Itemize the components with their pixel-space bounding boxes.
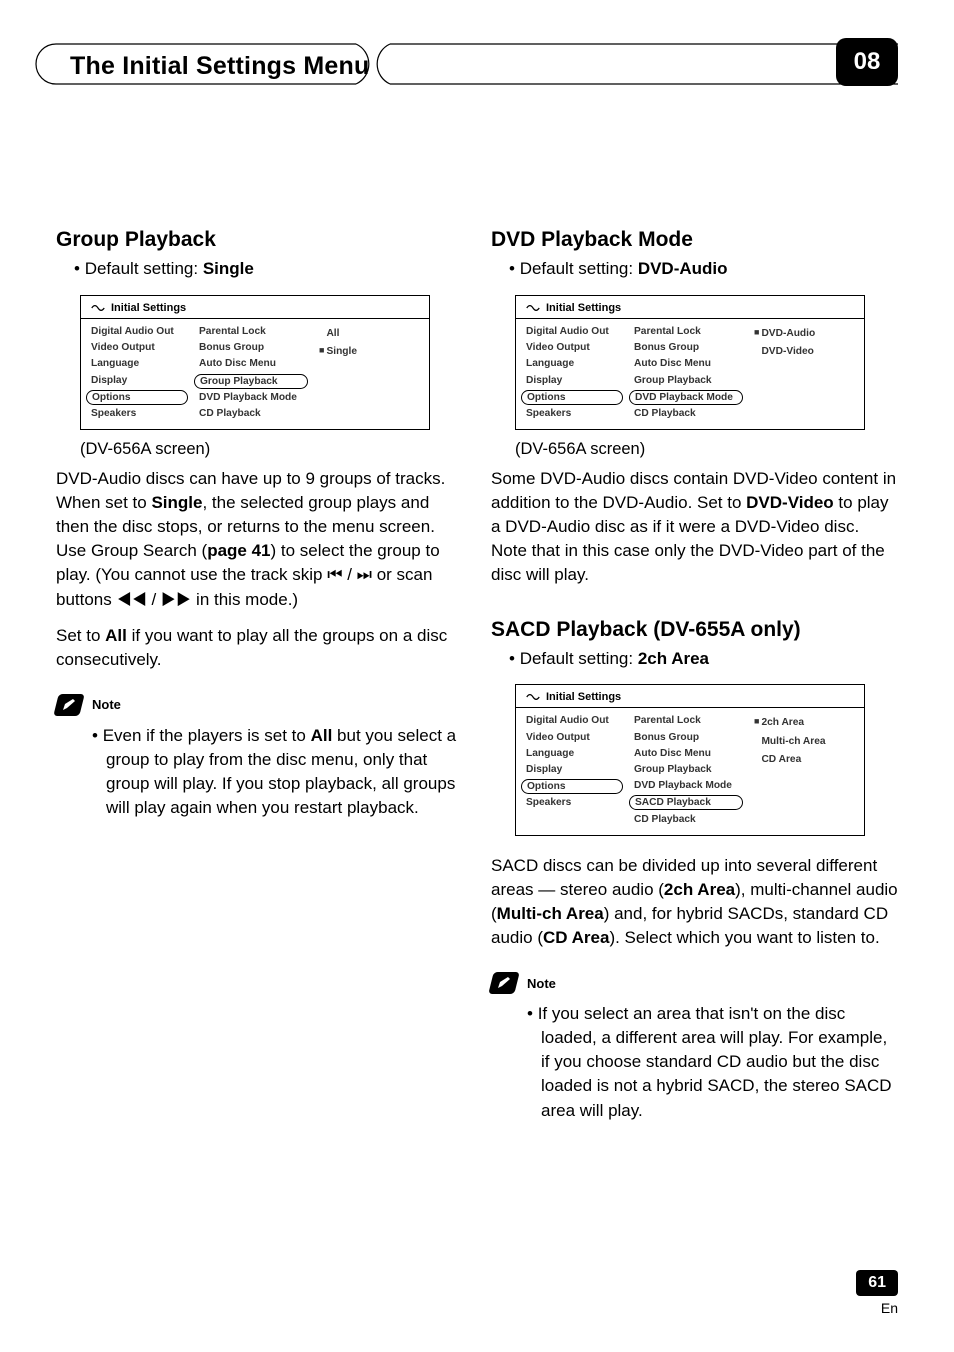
note-label: Note xyxy=(92,697,121,712)
page-footer: 61 En xyxy=(856,1270,898,1316)
panel-body: Digital Audio Out Video Output Language Dis… xyxy=(81,318,429,429)
panel-col2-item: Group Playback xyxy=(634,763,744,777)
panel-col2-item: CD Playback xyxy=(634,407,744,421)
panel-col1-item: Speakers xyxy=(91,407,189,421)
panel-col1-item: Display xyxy=(526,374,624,388)
note-header: Note xyxy=(56,694,463,716)
default-setting-row: Default setting: DVD-Audio xyxy=(523,258,898,281)
panel-header: Initial Settings xyxy=(516,296,864,318)
settings-panel-sacd: Initial Settings Digital Audio Out Video O… xyxy=(515,684,865,835)
panel-col3-item: ■Multi-ch Area xyxy=(754,733,860,749)
panel-col3-item: ■Single xyxy=(319,343,425,359)
page-lang: En xyxy=(856,1300,898,1316)
section-title-dvd-playback: DVD Playback Mode xyxy=(491,228,898,252)
note-text: Even if the players is set to All but yo… xyxy=(106,724,463,821)
panel-col1-item: Digital Audio Out xyxy=(91,325,189,339)
body-para-sacd: SACD discs can be divided up into severa… xyxy=(491,854,898,951)
panel-col1-item: Display xyxy=(526,763,624,777)
panel-col1-item: Display xyxy=(91,374,189,388)
panel-col1-item: Options xyxy=(526,390,624,405)
body-para-dvd: Some DVD-Audio discs contain DVD-Video c… xyxy=(491,467,898,588)
panel-col2-item: Parental Lock xyxy=(634,714,744,728)
panel-col2-item: SACD Playback xyxy=(634,795,744,810)
panel-col1-item: Options xyxy=(91,390,189,405)
default-value: Single xyxy=(203,259,254,278)
chapter-badge: 08 xyxy=(836,38,898,86)
panel-col2-item: Auto Disc Menu xyxy=(634,357,744,371)
default-setting-row: Default setting: 2ch Area xyxy=(523,648,898,671)
panel-col1-item: Speakers xyxy=(526,407,624,421)
panel-col1-item: Language xyxy=(526,747,624,761)
page-title: The Initial Settings Menu xyxy=(70,52,387,81)
panel-col2-item: CD Playback xyxy=(634,813,744,827)
panel-col3-item: ■DVD-Video xyxy=(754,343,860,359)
pencil-icon xyxy=(53,694,84,716)
panel-col2-item: DVD Playback Mode xyxy=(634,390,744,405)
panel-col1-item: Language xyxy=(91,357,189,371)
panel-col2-item: CD Playback xyxy=(199,407,309,421)
left-column: Group Playback Default setting: Single I… xyxy=(56,228,463,1135)
note-header: Note xyxy=(491,972,898,994)
panel-col2-item: DVD Playback Mode xyxy=(199,391,309,405)
note-text: If you select an area that isn't on the … xyxy=(541,1002,898,1123)
section-title-group-playback: Group Playback xyxy=(56,228,463,252)
note-label: Note xyxy=(527,976,556,991)
section-title-sacd: SACD Playback (DV-655A only) xyxy=(491,618,898,642)
panel-header: Initial Settings xyxy=(81,296,429,318)
panel-body: Digital Audio Out Video Output Language Dis… xyxy=(516,318,864,429)
panel-col1-item: Video Output xyxy=(91,341,189,355)
body-para-2: Set to All if you want to play all the g… xyxy=(56,624,463,672)
panel-col1-item: Digital Audio Out xyxy=(526,325,624,339)
body-para-1: DVD-Audio discs can have up to 9 groups … xyxy=(56,467,463,612)
panel-col1-item: Speakers xyxy=(526,796,624,810)
panel-col2-item: Auto Disc Menu xyxy=(634,747,744,761)
panel-col2-item: Auto Disc Menu xyxy=(199,357,309,371)
default-setting-row: Default setting: Single xyxy=(88,258,463,281)
panel-col1-item: Video Output xyxy=(526,731,624,745)
content-columns: Group Playback Default setting: Single I… xyxy=(56,228,898,1135)
panel-col3-item: ■2ch Area xyxy=(754,714,860,730)
pencil-icon xyxy=(488,972,519,994)
panel-col1-item: Video Output xyxy=(526,341,624,355)
settings-panel-dvd: Initial Settings Digital Audio Out Video O… xyxy=(515,295,865,430)
panel-header: Initial Settings xyxy=(516,685,864,707)
panel-body: Digital Audio Out Video Output Language Dis… xyxy=(516,707,864,834)
page-number: 61 xyxy=(856,1270,898,1296)
panel-col2-item: Bonus Group xyxy=(199,341,309,355)
default-label: Default setting: xyxy=(85,259,203,278)
panel-col2-item: Bonus Group xyxy=(634,731,744,745)
panel-col1-item: Language xyxy=(526,357,624,371)
panel-col3-item: ■CD Area xyxy=(754,751,860,767)
panel-col2-item: Bonus Group xyxy=(634,341,744,355)
panel-col2-item: DVD Playback Mode xyxy=(634,779,744,793)
panel-caption: (DV-656A screen) xyxy=(515,440,898,459)
settings-panel-group: Initial Settings Digital Audio Out Video O… xyxy=(80,295,430,430)
panel-col1-item: Digital Audio Out xyxy=(526,714,624,728)
panel-col1-item: Options xyxy=(526,779,624,794)
panel-col3-item: ■DVD-Audio xyxy=(754,325,860,341)
panel-col2-item: Group Playback xyxy=(199,374,309,389)
page-header: The Initial Settings Menu 08 xyxy=(56,48,898,108)
right-column: DVD Playback Mode Default setting: DVD-A… xyxy=(491,228,898,1135)
panel-col2-item: Parental Lock xyxy=(199,325,309,339)
panel-caption: (DV-656A screen) xyxy=(80,440,463,459)
panel-col3-item: ■All xyxy=(319,325,425,341)
panel-col2-item: Group Playback xyxy=(634,374,744,388)
panel-col2-item: Parental Lock xyxy=(634,325,744,339)
